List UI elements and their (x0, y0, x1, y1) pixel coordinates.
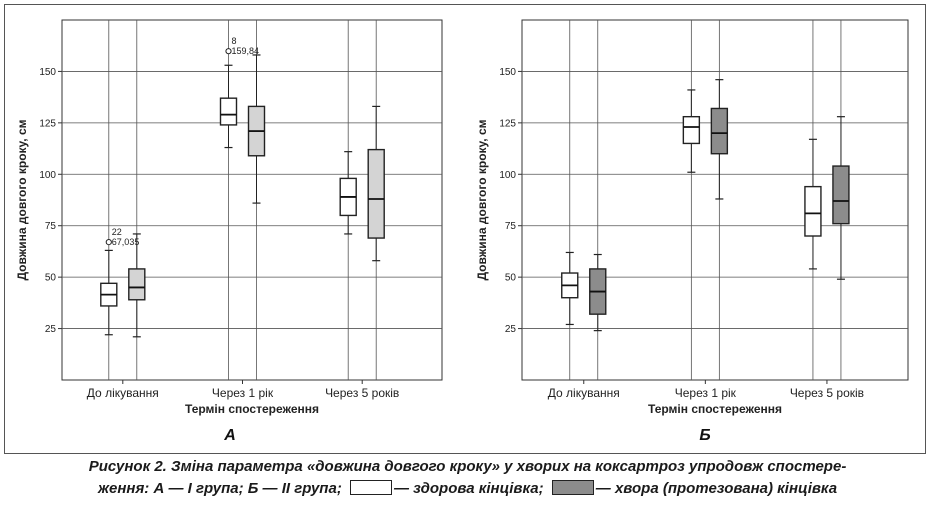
panel-1-panel-label: А (223, 427, 236, 444)
panel-2-box-s2-c3 (832, 165, 850, 225)
panel-2-panel-label: Б (699, 427, 710, 444)
panel-1-outlier-id-label: 8 (232, 36, 237, 46)
panel-1-y-tick-label: 100 (39, 170, 56, 181)
caption-line-1: Рисунок 2. Зміна параметра «довжина довг… (88, 458, 847, 475)
panel-1-outlier-point (225, 48, 232, 55)
panel-1-y-tick-label: 50 (45, 273, 57, 284)
panel-1-outlier-point (105, 238, 112, 246)
caption-line-2: ження: А — І група; Б — ІІ група; — здор… (0, 478, 935, 500)
panel-1-y-tick-label: 75 (45, 221, 57, 232)
box-plot-figure: 25 50 75 100 125 150 До лікування Через 1 рік Че… (15, 19, 909, 444)
panel-1-y-tick-label: 150 (39, 67, 56, 78)
panel-2-y-axis-label: Довжина довгого кроку, см (475, 119, 489, 280)
panel-2-x-axis-label: Термін спостереження (648, 402, 782, 416)
panel-1-plot-area (61, 19, 443, 381)
legend-healthy-swatch (349, 480, 392, 495)
panel-2-y-tick-label: 25 (505, 324, 517, 335)
panel-2-y-tick-label: 50 (505, 273, 517, 284)
legend-healthy-label: — здорова кінцівка; (393, 480, 544, 497)
panel-1-box-s2-c3 (367, 148, 385, 239)
panel-2-box-s2-c2 (710, 107, 729, 155)
panel-2-plot-area (521, 19, 909, 381)
panel-2-box-s1-c3 (804, 185, 822, 237)
legend-sick-swatch (551, 480, 594, 495)
panel-2-y-tick-label: 150 (499, 67, 516, 78)
legend-sick-label: — хвора (протезована) кінцівка (595, 480, 838, 497)
panel-2-y-tick-label: 100 (499, 170, 516, 181)
caption-groups-text: ження: А — І група; Б — ІІ група; (97, 480, 342, 497)
figure-frame (4, 4, 926, 454)
panel-1-y-tick-label: 125 (39, 118, 56, 129)
panel-2-category-label: Через 1 рік (675, 386, 737, 400)
figure-caption: Рисунок 2. Зміна параметра «довжина довг… (0, 456, 935, 500)
panel-1-outlier-id-label: 22 (112, 227, 122, 237)
panel-2-y-tick-label: 125 (499, 118, 516, 129)
panel-1-x-axis-label: Термін спостереження (185, 402, 319, 416)
panel-2-category-label: До лікування (548, 386, 620, 400)
panel-1-category-label: Через 1 рік (212, 386, 274, 400)
panel-1-category-label: Через 5 років (325, 386, 399, 400)
panel-2-y-tick-label: 75 (505, 221, 517, 232)
panel-1-box-s2-c1 (128, 268, 146, 301)
panel-1-outlier-value-label: 67,035 (112, 237, 140, 247)
panel-1-y-axis-label: Довжина довгого кроку, см (15, 119, 29, 280)
panel-1-outlier-value-label: 159,84 (232, 46, 260, 56)
panel-2-category-label: Через 5 років (790, 386, 864, 400)
panel-1-category-label: До лікування (87, 386, 159, 400)
panel-1-box-s1-c2 (219, 97, 238, 126)
panel-1-y-tick-label: 25 (45, 324, 57, 335)
panel-2-box-s1-c2 (682, 115, 701, 145)
